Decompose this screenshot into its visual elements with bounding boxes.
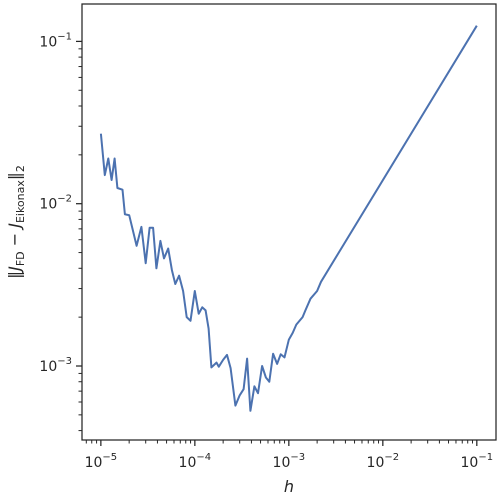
x-tick-label: 10−3 bbox=[273, 452, 306, 471]
x-axis-ticks: 10−5 10−4 10−3 10−2 10−1 bbox=[85, 440, 494, 471]
x-axis-label: h bbox=[284, 477, 294, 496]
x-tick-label: 10−5 bbox=[85, 452, 118, 471]
plot-area bbox=[81, 3, 497, 441]
y-axis-label: ‖JFD − JEikonax‖2 bbox=[5, 165, 27, 279]
series-layer bbox=[99, 25, 478, 412]
y-tick-label: 10−3 bbox=[39, 356, 72, 375]
x-tick-label: 10−4 bbox=[179, 452, 212, 471]
y-axis-ticks: 10−3 10−2 10−1 bbox=[39, 31, 82, 432]
x-tick-label: 10−1 bbox=[461, 452, 494, 471]
series-line bbox=[99, 25, 478, 412]
y-tick-label: 10−1 bbox=[39, 31, 72, 50]
y-tick-label: 10−2 bbox=[39, 194, 72, 213]
x-tick-label: 10−2 bbox=[367, 452, 400, 471]
